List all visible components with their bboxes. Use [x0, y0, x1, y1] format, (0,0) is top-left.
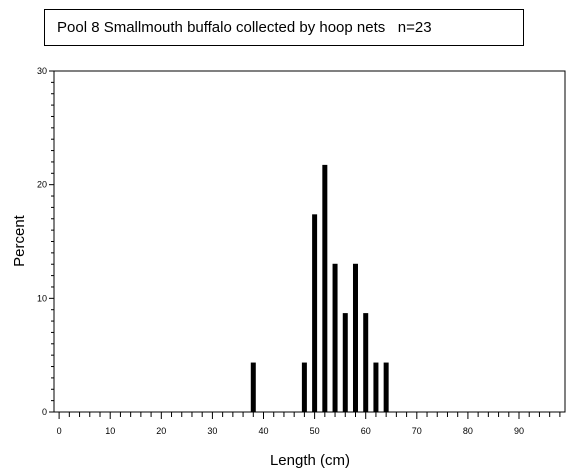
bar-64 — [383, 362, 389, 412]
y-tick-label: 0 — [42, 407, 47, 417]
y-axis-label: Percent — [11, 214, 28, 267]
bar-60 — [363, 313, 369, 412]
bar-50 — [312, 214, 318, 412]
bar-52 — [322, 164, 328, 412]
x-axis: 0 10 20 30 40 50 60 70 80 90 — [57, 412, 561, 436]
x-tick-label: 20 — [156, 426, 166, 436]
x-tick-label: 50 — [310, 426, 320, 436]
x-tick-label: 70 — [412, 426, 422, 436]
bar-62 — [373, 362, 379, 412]
bar-58 — [352, 263, 358, 412]
bars-group — [250, 164, 389, 412]
x-tick-label: 0 — [57, 426, 62, 436]
y-tick-label: 10 — [37, 293, 47, 303]
x-tick-label: 30 — [207, 426, 217, 436]
chart-title: Pool 8 Smallmouth buffalo collected by h… — [44, 9, 524, 46]
x-axis-label: Length (cm) — [270, 452, 350, 469]
bar-56 — [342, 313, 348, 412]
bar-38 — [250, 362, 256, 412]
plot-area-frame — [53, 70, 566, 413]
x-tick-label: 40 — [259, 426, 269, 436]
bar-48 — [301, 362, 307, 412]
y-axis: 0 10 20 30 — [37, 66, 54, 417]
x-tick-label: 80 — [463, 426, 473, 436]
x-tick-label: 60 — [361, 426, 371, 436]
y-tick-label: 30 — [37, 66, 47, 76]
x-tick-label: 10 — [105, 426, 115, 436]
y-tick-label: 20 — [37, 180, 47, 190]
x-tick-label: 90 — [514, 426, 524, 436]
bar-54 — [332, 263, 338, 412]
